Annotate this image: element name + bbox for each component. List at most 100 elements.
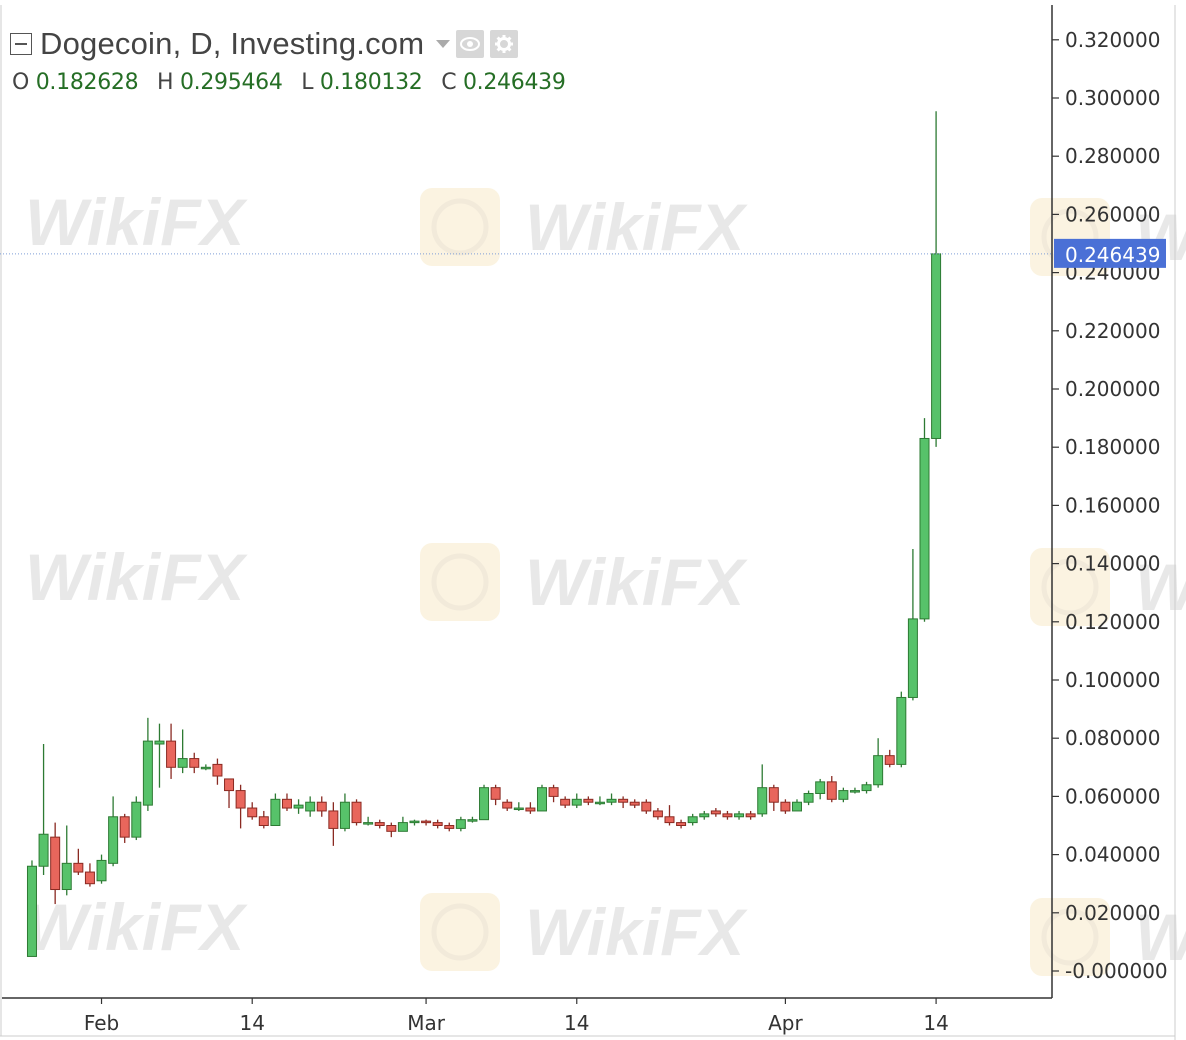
ohlc-readout: O 0.182628 H 0.295464 L 0.180132 C 0.246… [12,70,578,95]
candle [502,799,513,811]
candle [873,738,884,788]
candle [293,799,304,814]
candle [791,799,802,812]
candle [386,822,397,838]
candle-body-down [224,778,235,792]
candle [166,723,177,779]
candle [907,549,918,701]
candle-body-up [26,865,37,957]
candle-body-down [73,862,84,873]
candle [780,799,791,814]
candle [409,819,420,826]
candle-body-up [907,618,918,698]
candle-body-up [571,798,582,806]
candle-body-up [270,798,281,826]
watermark: WikiFX [25,540,248,614]
candle-body-down [664,816,675,824]
candle-body-up [200,766,211,770]
candle [699,810,710,820]
last-price-label: 0.246439 [1065,243,1160,267]
open-key: O [12,70,30,95]
y-tick-label: 0.140000 [1065,552,1160,576]
candle [26,860,37,957]
chevron-down-icon[interactable] [436,40,451,48]
candle-body-down [374,822,385,827]
candle-body-down [316,801,327,812]
candle [177,729,188,774]
candle [84,863,95,887]
candle [328,802,339,846]
candle [734,810,745,820]
candle-body-down [281,798,292,809]
candle [513,802,524,811]
watermark-logo-icon [420,893,500,971]
candle-body-up [734,813,745,818]
y-tick-label: 0.080000 [1065,726,1160,750]
candle [339,793,350,832]
candle-body-up [931,253,942,439]
watermark-text: WikiFX [25,540,248,614]
watermark: WikiFX [420,188,748,266]
watermark: WikiFX [1030,548,1186,626]
candle-body-down [189,758,200,768]
candle [768,784,779,811]
candle [455,816,466,832]
candle [235,784,246,829]
candle [618,796,629,809]
candle [467,816,478,823]
candle-body-down [629,801,640,806]
candle-body-up [757,787,768,815]
candle-body-down [710,810,721,815]
watermark-logo-icon [431,198,489,256]
candle-body-down [212,763,223,777]
eye-icon[interactable] [456,30,485,58]
y-tick-label: 0.060000 [1065,784,1160,808]
watermark-text: WikiFX [525,545,748,619]
candle [189,752,200,774]
candle [560,796,571,809]
candle-body-down [502,801,513,809]
candle [745,810,756,820]
candle [884,749,895,768]
candle [479,784,490,821]
candle [73,848,84,875]
candle-body-up [513,807,524,811]
candle-body-up [606,798,617,803]
candle-body-up [838,790,849,800]
y-tick-label: 0.320000 [1065,28,1160,52]
candle-body-down [84,871,95,885]
chart-title: Dogecoin, D, Investing.com [40,26,425,61]
candle-body-up [849,790,860,793]
candle-body-up [409,820,420,824]
collapse-icon[interactable] [10,33,32,55]
candle [281,793,292,811]
candle-body-up [61,862,72,891]
candle-body-down [119,816,130,838]
candle [826,776,837,803]
candle [363,816,374,826]
watermark-logo-icon [1041,558,1099,616]
gear-icon[interactable] [490,30,519,58]
candle [896,691,907,768]
candle-body-down [826,781,837,800]
candle [490,784,501,806]
candle-body-down [50,836,61,891]
candle [919,418,930,622]
y-tick-label: 0.280000 [1065,144,1160,168]
candle [131,796,142,841]
last-price-badge: 0.246439 [1054,238,1166,268]
candle [548,784,559,803]
candle-body-down [351,801,362,824]
candle [108,796,119,867]
x-tick-label: Mar [407,1011,446,1035]
watermark-logo-icon [420,543,500,621]
candle-body-down [884,755,895,765]
candle-body-up [177,758,188,768]
watermark-logo-icon [431,903,489,961]
candle-body-up [467,819,478,822]
candle-body-up [791,801,802,812]
candle [687,813,698,826]
candle-body-down [768,787,779,803]
candle-body-down [641,801,652,812]
